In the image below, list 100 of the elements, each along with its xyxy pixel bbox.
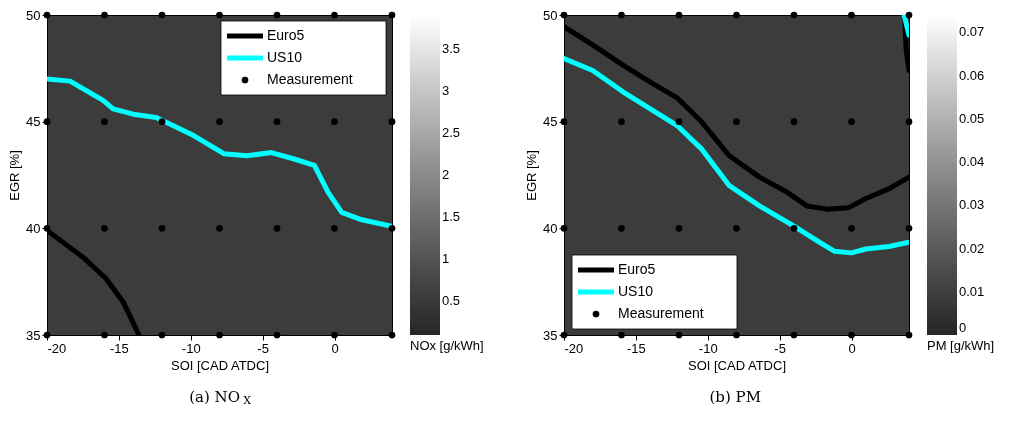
point xyxy=(790,118,798,126)
point xyxy=(331,224,338,232)
point xyxy=(848,11,855,19)
point xyxy=(273,331,281,339)
x-axis-title: SOI [CAD ATDC] xyxy=(171,357,269,373)
color-bar-label: 3.5 xyxy=(442,40,461,56)
color-bar-label: 1.5 xyxy=(442,209,461,225)
color-bar-label: 0.06 xyxy=(959,67,985,83)
x-tick-label: -10 xyxy=(698,340,718,356)
point xyxy=(388,118,396,126)
color-bar-title: NOx [g/kWh] xyxy=(410,338,484,353)
point xyxy=(560,11,568,19)
point xyxy=(388,331,396,339)
point xyxy=(618,118,625,126)
x-tick-label: 0 xyxy=(848,340,856,356)
point xyxy=(101,118,108,126)
legend-label: Euro5 xyxy=(618,261,656,277)
point xyxy=(790,11,798,19)
y-tick-label: 50 xyxy=(543,7,558,23)
point xyxy=(158,118,166,126)
x-tick-label: -20 xyxy=(47,340,67,356)
x-tick-label: 0 xyxy=(331,340,339,356)
color-bar-label: 0.03 xyxy=(959,197,985,213)
point xyxy=(790,331,798,339)
text: (b) PM xyxy=(709,388,762,406)
point xyxy=(331,118,338,126)
y-axis-title: EGR [%] xyxy=(524,150,540,201)
color-bar-label: 0.5 xyxy=(442,293,461,309)
x-tick-label: -5 xyxy=(257,340,269,356)
y-tick-label: 35 xyxy=(26,327,41,343)
point xyxy=(848,224,855,232)
point xyxy=(273,118,281,126)
point xyxy=(273,11,281,19)
x-tick-label: -15 xyxy=(109,340,129,356)
color-bar-label: 0.07 xyxy=(959,24,985,40)
point xyxy=(675,331,683,339)
point xyxy=(733,224,740,232)
point xyxy=(790,224,798,232)
point xyxy=(43,331,51,339)
point xyxy=(733,118,740,126)
x-tick-label: -5 xyxy=(774,340,786,356)
point xyxy=(675,11,683,19)
point xyxy=(905,224,913,232)
point xyxy=(560,118,568,126)
x-tick-label: -10 xyxy=(181,340,201,356)
legend-label: US10 xyxy=(618,283,654,299)
point xyxy=(101,331,108,339)
point xyxy=(158,331,166,339)
point xyxy=(388,11,396,19)
point xyxy=(560,224,568,232)
y-tick-label: 35 xyxy=(543,327,558,343)
point xyxy=(618,331,625,339)
point xyxy=(905,331,913,339)
point xyxy=(848,118,855,126)
point xyxy=(216,331,223,339)
color-bar-label: 2.5 xyxy=(442,124,461,140)
point xyxy=(331,11,338,19)
legend-label: Euro5 xyxy=(267,27,305,43)
point xyxy=(43,224,51,232)
point xyxy=(216,224,223,232)
point xyxy=(273,224,281,232)
point xyxy=(216,11,223,19)
point xyxy=(101,224,108,232)
color-bar-label: 0.02 xyxy=(959,240,985,256)
y-tick-label: 45 xyxy=(26,114,41,130)
point xyxy=(733,11,740,19)
color-bar-label: 0.01 xyxy=(959,283,985,299)
color-bar-label: 0.05 xyxy=(959,110,985,126)
point xyxy=(675,118,683,126)
point xyxy=(618,224,625,232)
y-tick-label: 45 xyxy=(543,114,558,130)
point xyxy=(216,118,223,126)
text: (a) NOX xyxy=(189,388,252,407)
color-bar-label: 3 xyxy=(442,82,450,98)
point xyxy=(675,224,683,232)
y-tick-label: 40 xyxy=(543,220,558,236)
point xyxy=(388,224,396,232)
point xyxy=(158,11,166,19)
color-bar-label: 0.04 xyxy=(959,154,985,170)
y-axis-title: EGR [%] xyxy=(7,150,23,201)
point xyxy=(43,11,51,19)
point xyxy=(158,224,166,232)
point xyxy=(101,11,108,19)
legend-label: Measurement xyxy=(618,305,704,321)
point xyxy=(43,118,51,126)
point xyxy=(331,331,338,339)
point xyxy=(905,118,913,126)
y-tick-label: 50 xyxy=(26,7,41,23)
legend-label: Measurement xyxy=(267,71,353,87)
point xyxy=(733,331,740,339)
x-axis-title: SOI [CAD ATDC] xyxy=(688,357,786,373)
point xyxy=(618,11,625,19)
point xyxy=(848,331,855,339)
x-tick-label: -20 xyxy=(564,340,584,356)
y-tick-label: 40 xyxy=(26,220,41,236)
point xyxy=(560,331,568,339)
x-tick-label: -15 xyxy=(626,340,646,356)
color-bar-label: 1 xyxy=(442,251,450,267)
color-bar-label: 2 xyxy=(442,167,450,182)
color-bar-label: 0 xyxy=(959,320,967,335)
